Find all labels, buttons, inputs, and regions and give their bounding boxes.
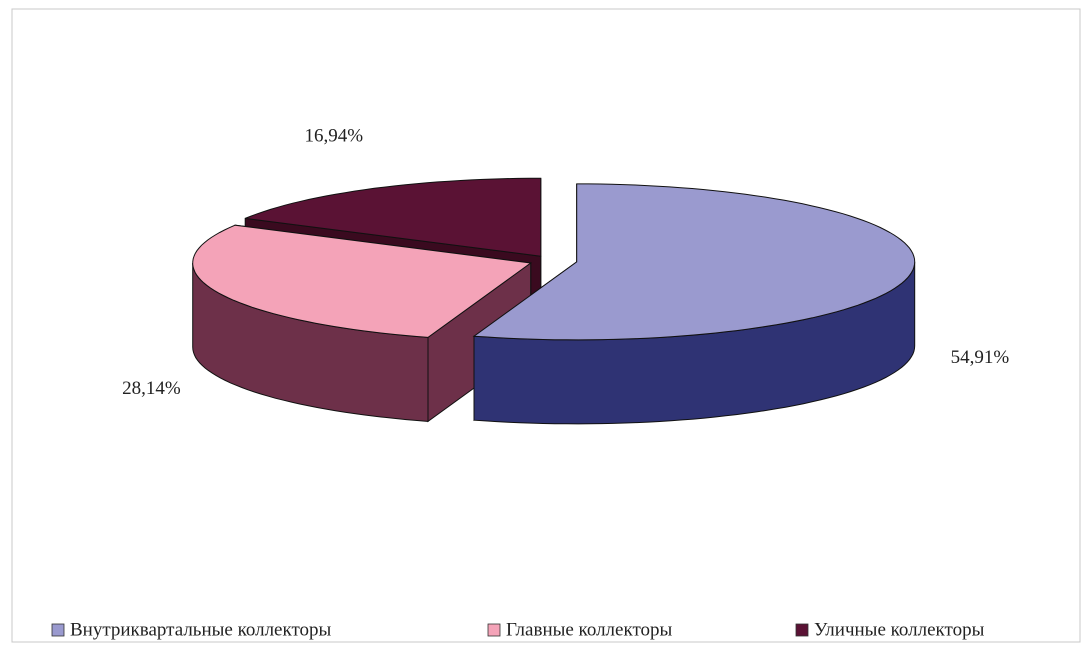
legend-swatch [51,623,65,637]
legend-swatch [487,623,501,637]
data-label: 54,91% [951,347,1010,368]
legend-label: Главные коллекторы [506,619,673,640]
slice-top [192,224,533,338]
legend-label: Внутриквартальные коллекторы [70,619,332,640]
legend-label: Уличные коллекторы [814,619,985,640]
legend-swatch [795,623,809,637]
data-label: 16,94% [304,126,363,147]
slice-top [472,183,916,341]
data-label: 28,14% [122,378,181,399]
slice-top [245,177,542,257]
